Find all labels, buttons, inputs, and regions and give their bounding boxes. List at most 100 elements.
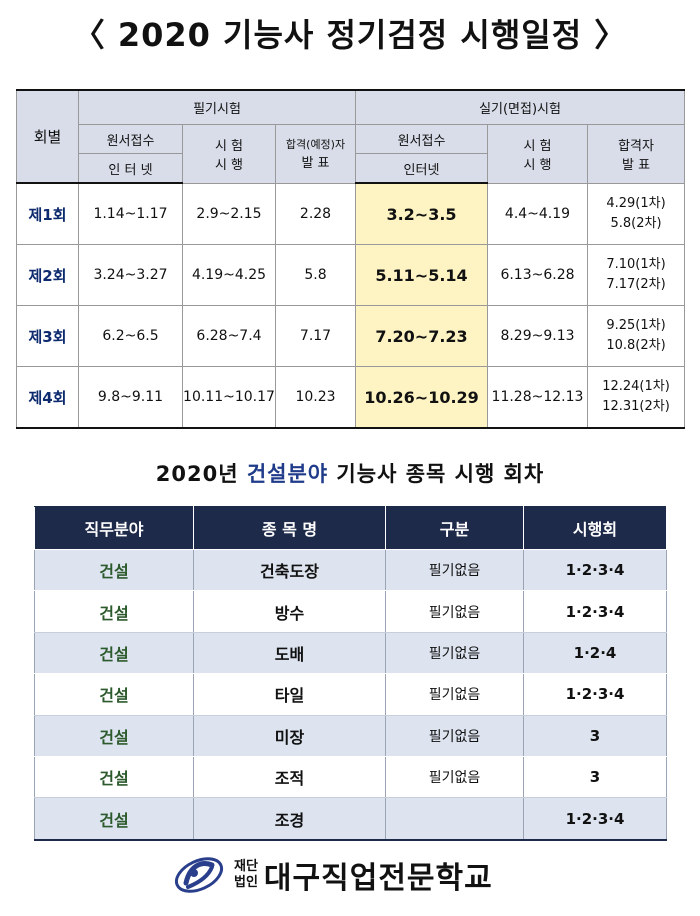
written-apply-date: 1.14~1.17 — [78, 182, 183, 245]
table-row: 건설 방수 필기없음 1·2·3·4 — [34, 590, 667, 633]
school-logo: 재단 법인 대구직업전문학교 — [172, 850, 532, 900]
announce-first: 9.25(1차) — [606, 318, 666, 333]
practical-announce-dates: 7.10(1차) 7.17(2차) — [586, 244, 686, 306]
table-row: 건설 도배 필기없음 1·2·4 — [34, 631, 667, 675]
kind-cell: 필기없음 — [385, 548, 524, 592]
written-announce-date: 2.28 — [275, 182, 356, 245]
practical-apply-header: 원서접수 — [355, 124, 488, 154]
trades-header-row: 직무분야 종 목 명 구분 시행회 — [34, 506, 667, 550]
name-cell: 미장 — [193, 714, 386, 757]
practical-exam-line1: 시 험 — [523, 138, 552, 154]
rounds-cell: 1·2·4 — [523, 631, 667, 675]
written-announce-header-cell: 합격(예정)자 발 표 — [275, 124, 356, 184]
announce-second: 7.17(2차) — [606, 277, 666, 292]
practical-announce-dates: 12.24(1차) 12.31(2차) — [586, 366, 686, 429]
name-cell: 건축도장 — [193, 548, 386, 592]
announce-first: 12.24(1차) — [602, 379, 670, 394]
practical-exam-date: 8.29~9.13 — [487, 305, 588, 367]
kind-cell: 필기없음 — [385, 673, 524, 716]
name-cell: 조적 — [193, 755, 386, 799]
field-cell: 건설 — [34, 548, 194, 592]
field-cell: 건설 — [34, 631, 194, 675]
written-exam-date: 10.11~10.17 — [182, 366, 276, 429]
written-exam-line1: 시 험 — [214, 138, 244, 154]
table-row: 건설 건축도장 필기없음 1·2·3·4 — [34, 548, 667, 592]
written-apply-date: 3.24~3.27 — [78, 244, 183, 306]
announce-second: 5.8(2차) — [610, 215, 662, 231]
section-subtitle: 2020년 건설분야 기능사 종목 시행 회차 — [0, 458, 700, 488]
practical-apply-date: 3.2~3.5 — [355, 182, 488, 245]
written-apply-date: 6.2~6.5 — [78, 305, 183, 367]
written-exam-header-cell: 시 험 시 행 — [182, 124, 276, 184]
logo-foundation-label: 재단 법인 — [234, 859, 258, 891]
practical-exam-date: 4.4~4.19 — [487, 182, 588, 245]
name-cell: 타일 — [193, 673, 386, 716]
table-row: 건설 미장 필기없음 3 — [34, 714, 667, 757]
announce-second: 10.8(2차) — [606, 338, 666, 353]
announce-first: 4.29(1차) — [606, 195, 666, 211]
schedule-row: 제1회 1.14~1.17 2.9~2.15 2.28 3.2~3.5 4.4~… — [16, 182, 686, 245]
practical-announce-dates: 9.25(1차) 10.8(2차) — [586, 305, 686, 367]
kind-cell: 필기없음 — [385, 755, 524, 799]
kind-cell: 필기없음 — [385, 590, 524, 633]
rounds-cell: 1·2·3·4 — [523, 797, 667, 841]
round-header: 회별 — [16, 89, 79, 184]
header-kind: 구분 — [385, 506, 524, 550]
field-cell: 건설 — [34, 797, 194, 841]
subtitle-accent: 건설분야 — [246, 462, 329, 486]
subtitle-prefix: 2020년 — [155, 462, 247, 486]
header-name: 종 목 명 — [193, 506, 386, 550]
schedule-table: 회별 필기시험 실기(면접)시험 원서접수 시 험 시 행 합격(예정)자 발 … — [16, 89, 686, 429]
written-exam-date: 4.19~4.25 — [182, 244, 276, 306]
practical-apply-sub-header: 인터넷 — [355, 153, 488, 184]
announce-first: 7.10(1차) — [606, 257, 666, 272]
practical-announce-line1: 합격자 — [618, 138, 654, 154]
practical-apply-date: 5.11~5.14 — [355, 244, 488, 306]
field-cell: 건설 — [34, 590, 194, 633]
written-announce-date: 10.23 — [275, 366, 356, 429]
practical-announce-dates: 4.29(1차) 5.8(2차) — [586, 182, 686, 245]
rounds-cell: 1·2·3·4 — [523, 673, 667, 716]
schedule-row: 제2회 3.24~3.27 4.19~4.25 5.8 5.11~5.14 6.… — [16, 244, 686, 306]
written-exam-date: 2.9~2.15 — [182, 182, 276, 245]
written-apply-date: 9.8~9.11 — [78, 366, 183, 429]
table-row: 건설 타일 필기없음 1·2·3·4 — [34, 673, 667, 716]
practical-exam-line2: 시 행 — [523, 157, 552, 173]
written-apply-sub-header: 인 터 넷 — [78, 153, 183, 184]
name-cell: 방수 — [193, 590, 386, 633]
written-exam-date: 6.28~7.4 — [182, 305, 276, 367]
practical-exam-date: 11.28~12.13 — [487, 366, 588, 429]
practical-exam-date: 6.13~6.28 — [487, 244, 588, 306]
round-label: 제4회 — [16, 366, 79, 429]
announce-second: 12.31(2차) — [602, 399, 670, 414]
header-rounds: 시행회 — [523, 506, 667, 550]
logo-small-1: 재단 — [234, 859, 258, 874]
logo-small-2: 법인 — [234, 875, 258, 890]
header-field: 직무분야 — [34, 506, 194, 550]
written-apply-header: 원서접수 — [78, 124, 183, 154]
round-label: 제3회 — [16, 305, 79, 367]
rounds-cell: 1·2·3·4 — [523, 548, 667, 592]
practical-apply-date: 10.26~10.29 — [355, 366, 488, 429]
written-announce-line1: 합격(예정)자 — [285, 138, 346, 152]
practical-announce-line2: 발 표 — [621, 157, 651, 173]
kind-cell: 필기없음 — [385, 714, 524, 757]
rounds-cell: 3 — [523, 714, 667, 757]
written-announce-date: 7.17 — [275, 305, 356, 367]
school-emblem-icon — [174, 857, 224, 893]
practical-exam-header: 실기(면접)시험 — [354, 89, 686, 125]
written-announce-line2: 발 표 — [301, 156, 330, 172]
name-cell: 도배 — [193, 631, 386, 675]
rounds-cell: 3 — [523, 755, 667, 799]
trades-table: 직무분야 종 목 명 구분 시행회 건설 건축도장 필기없음 1·2·3·4 건… — [34, 506, 667, 841]
kind-cell: 필기없음 — [385, 631, 524, 675]
practical-announce-header-cell: 합격자 발 표 — [586, 124, 686, 184]
school-name: 대구직업전문학교 — [263, 861, 493, 896]
written-exam-header: 필기시험 — [78, 89, 356, 125]
field-cell: 건설 — [34, 673, 194, 716]
subtitle-suffix: 기능사 종목 시행 회차 — [328, 462, 545, 486]
schedule-row: 제3회 6.2~6.5 6.28~7.4 7.17 7.20~7.23 8.29… — [16, 305, 686, 367]
round-label: 제2회 — [16, 244, 79, 306]
round-label: 제1회 — [16, 182, 79, 245]
name-cell: 조경 — [193, 797, 386, 841]
